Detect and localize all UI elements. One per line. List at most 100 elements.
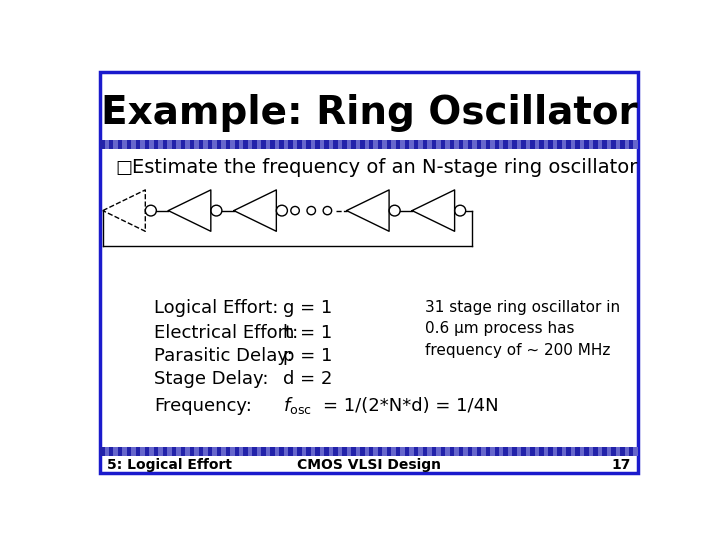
Text: d = 2: d = 2 xyxy=(282,370,332,388)
Bar xyxy=(163,447,167,456)
Bar xyxy=(297,447,302,456)
Bar xyxy=(257,447,261,456)
Bar xyxy=(392,447,396,456)
Bar xyxy=(575,140,580,149)
Bar xyxy=(387,447,392,456)
Bar xyxy=(531,447,535,456)
Bar xyxy=(441,140,445,149)
Bar xyxy=(212,140,217,149)
Text: CMOS VLSI Design: CMOS VLSI Design xyxy=(297,458,441,472)
Bar xyxy=(109,140,114,149)
Bar xyxy=(243,447,248,456)
Bar xyxy=(342,140,346,149)
Text: Frequency:: Frequency: xyxy=(154,397,252,415)
Bar xyxy=(279,447,284,456)
Bar xyxy=(338,140,342,149)
Bar xyxy=(346,447,351,456)
Bar xyxy=(584,447,589,456)
Bar xyxy=(503,140,508,149)
Bar xyxy=(557,140,562,149)
Bar xyxy=(508,447,513,456)
Text: 31 stage ring oscillator in: 31 stage ring oscillator in xyxy=(425,300,620,315)
Bar xyxy=(176,447,181,456)
Text: Estimate the frequency of an N-stage ring oscillator: Estimate the frequency of an N-stage rin… xyxy=(132,158,637,178)
Text: Electrical Effort:: Electrical Effort: xyxy=(154,324,298,342)
Bar xyxy=(517,447,521,456)
Bar xyxy=(584,140,589,149)
Bar xyxy=(235,140,239,149)
Bar xyxy=(302,447,306,456)
Bar xyxy=(118,140,122,149)
Bar xyxy=(624,447,629,456)
Bar xyxy=(477,447,481,456)
Bar xyxy=(360,447,364,456)
Bar xyxy=(450,447,454,456)
Bar xyxy=(589,447,593,456)
Bar xyxy=(400,140,405,149)
Bar xyxy=(217,140,221,149)
Bar xyxy=(203,140,207,149)
Bar xyxy=(606,447,611,456)
Bar xyxy=(396,140,400,149)
Bar xyxy=(490,140,495,149)
Bar xyxy=(100,447,104,456)
Bar xyxy=(199,140,203,149)
Bar xyxy=(616,447,620,456)
Bar xyxy=(266,140,271,149)
Bar xyxy=(207,140,212,149)
Bar xyxy=(382,447,387,456)
Bar xyxy=(257,140,261,149)
Bar xyxy=(194,140,199,149)
Bar xyxy=(275,447,279,456)
Bar xyxy=(521,140,526,149)
Bar xyxy=(602,447,606,456)
Bar xyxy=(311,447,315,456)
Bar xyxy=(351,447,356,456)
Bar xyxy=(315,140,320,149)
Bar xyxy=(172,447,176,456)
Bar xyxy=(297,140,302,149)
Bar xyxy=(158,140,163,149)
Bar xyxy=(463,447,467,456)
Bar xyxy=(396,447,400,456)
Bar xyxy=(132,140,136,149)
Bar xyxy=(248,447,253,456)
Bar xyxy=(481,140,485,149)
Bar xyxy=(356,447,360,456)
Bar xyxy=(288,140,293,149)
Bar xyxy=(423,140,427,149)
Text: Parasitic Delay:: Parasitic Delay: xyxy=(154,347,293,365)
Bar xyxy=(369,447,374,456)
Bar xyxy=(149,140,154,149)
Bar xyxy=(132,447,136,456)
Text: frequency of ~ 200 MHz: frequency of ~ 200 MHz xyxy=(425,343,610,358)
Bar xyxy=(333,447,338,456)
Bar xyxy=(557,447,562,456)
Bar xyxy=(104,140,109,149)
Bar xyxy=(189,447,194,456)
Bar xyxy=(580,447,584,456)
Bar xyxy=(387,140,392,149)
Bar xyxy=(333,140,338,149)
Bar xyxy=(436,447,441,456)
Bar xyxy=(495,447,499,456)
Bar xyxy=(611,447,616,456)
Bar xyxy=(230,447,235,456)
Bar xyxy=(243,140,248,149)
Bar xyxy=(571,140,575,149)
Bar xyxy=(535,140,539,149)
Bar xyxy=(620,140,624,149)
Bar xyxy=(531,140,535,149)
Bar xyxy=(405,140,410,149)
Bar xyxy=(167,447,172,456)
Bar xyxy=(253,140,257,149)
Bar xyxy=(369,140,374,149)
Bar xyxy=(441,447,445,456)
Bar xyxy=(432,447,436,456)
Bar xyxy=(378,447,382,456)
Bar xyxy=(553,140,557,149)
Bar xyxy=(275,140,279,149)
Bar xyxy=(513,447,517,456)
Bar xyxy=(485,447,490,456)
Bar xyxy=(508,140,513,149)
